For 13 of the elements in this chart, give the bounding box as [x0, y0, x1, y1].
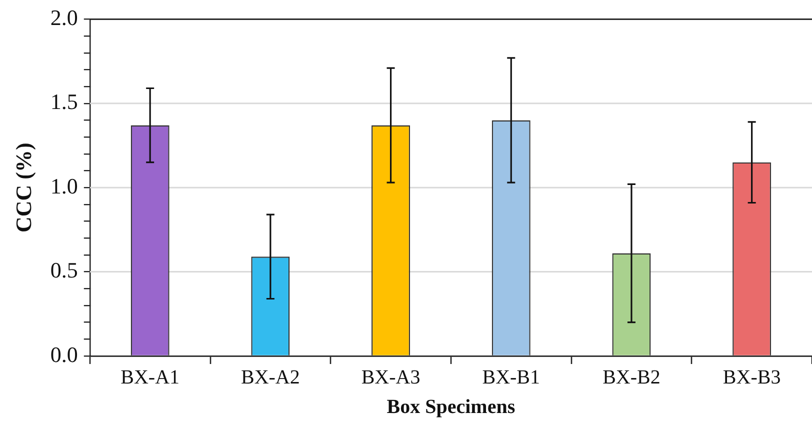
- y-tick-label: 1.5: [50, 89, 78, 114]
- x-tick-label: BX-A3: [361, 366, 420, 388]
- y-tick-label: 1.0: [50, 173, 78, 198]
- y-tick-label: 0.5: [50, 258, 78, 283]
- x-tick-label: BX-A2: [240, 366, 300, 388]
- y-axis-title: CCC (%): [10, 142, 36, 233]
- y-tick-label: 2.0: [50, 4, 78, 30]
- x-tick-label: BX-B1: [482, 366, 540, 388]
- x-tick-label: BX-B3: [722, 366, 781, 388]
- x-tick-label: BX-A1: [120, 366, 180, 388]
- y-tick-label: 0.0: [50, 342, 78, 367]
- x-tick-label: BX-B2: [602, 366, 660, 388]
- x-axis-title: Box Specimens: [386, 396, 516, 418]
